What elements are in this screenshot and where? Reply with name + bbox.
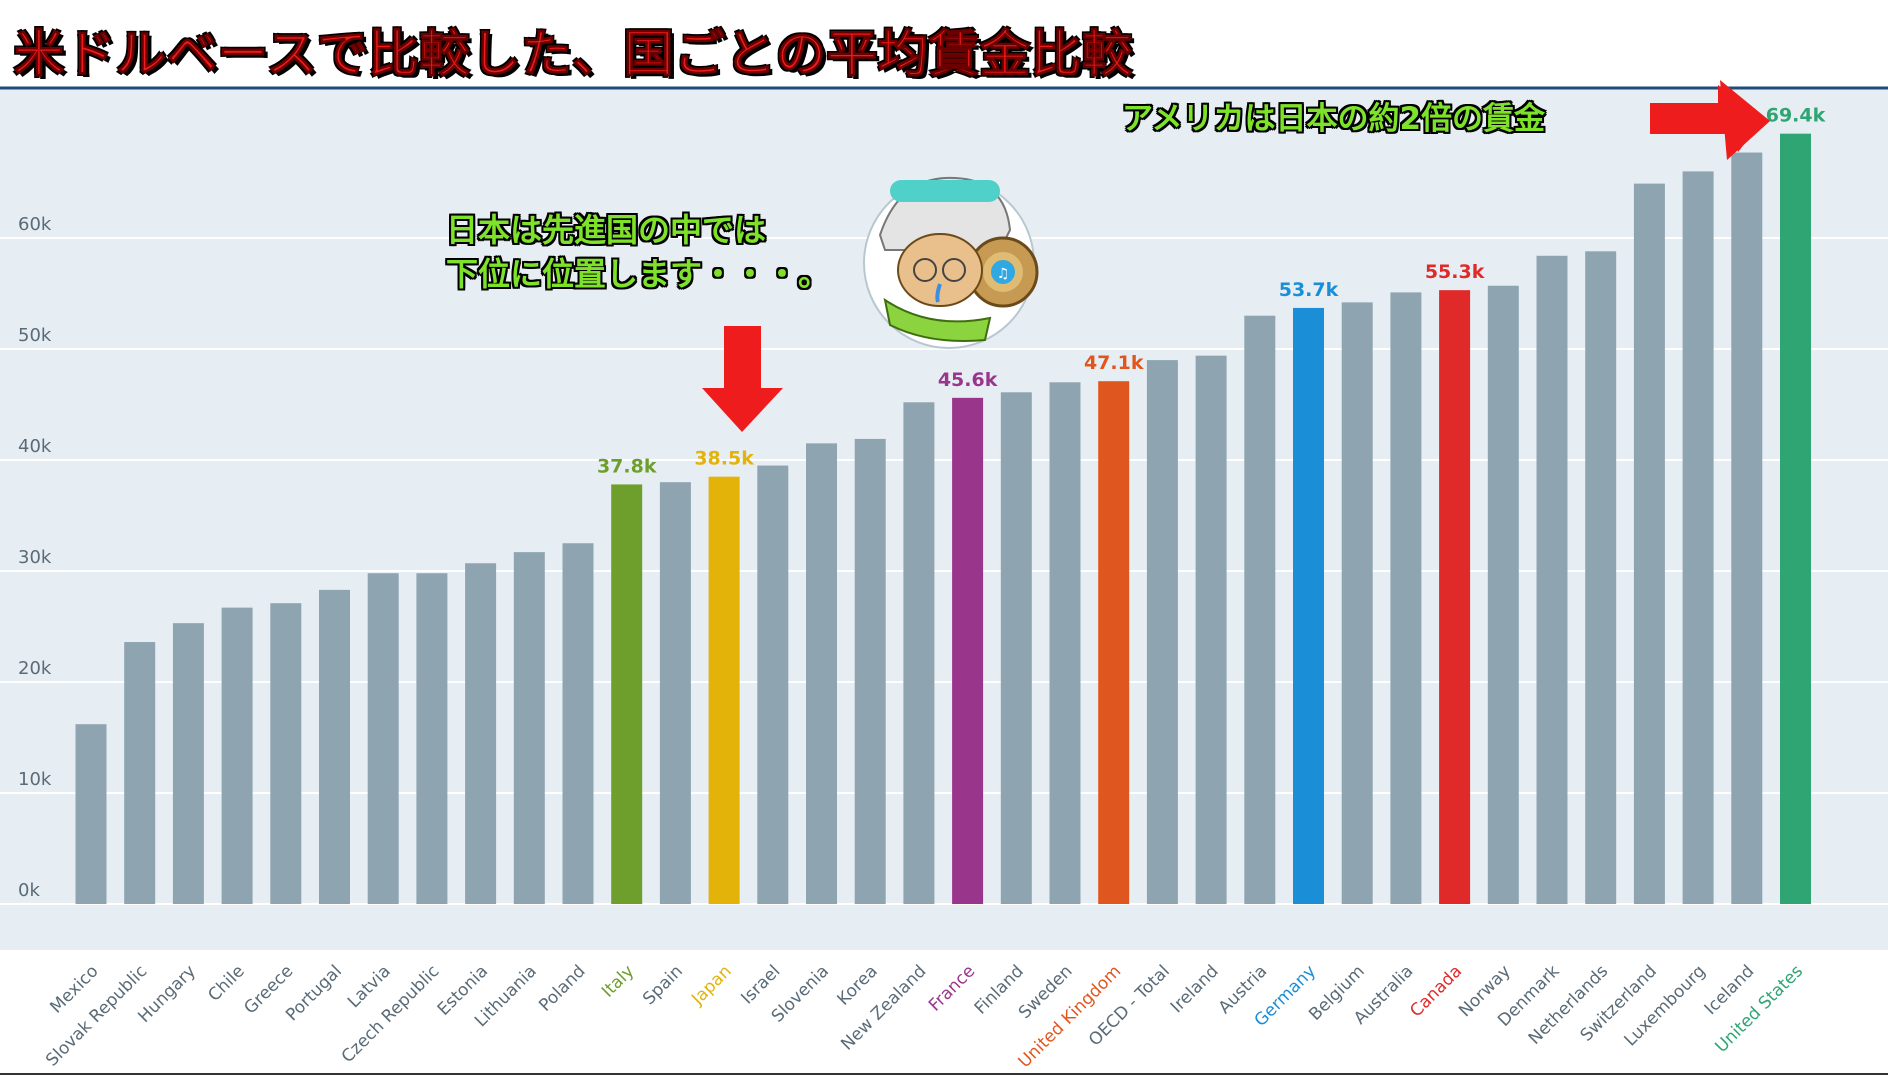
- bar: [1390, 292, 1422, 904]
- value-label: 37.8k: [597, 455, 657, 477]
- x-tick-label: United States: [1711, 961, 1807, 1057]
- bar: [562, 543, 594, 904]
- bar: [75, 724, 107, 904]
- bar: [659, 482, 691, 904]
- bar: [1633, 183, 1665, 905]
- value-labels: 37.8k 38.5k 45.6k 47.1k 53.7k 55.3k 69.4k: [597, 105, 1826, 478]
- bar: [952, 397, 984, 904]
- bar: [1146, 360, 1178, 905]
- bar: [1000, 392, 1032, 904]
- bars: [75, 133, 1811, 905]
- bar: [1536, 255, 1568, 904]
- x-tick-label: New Zealand: [837, 961, 930, 1054]
- x-tick-label: Italy: [598, 961, 638, 1001]
- y-tick-label: 50k: [18, 325, 52, 346]
- bar: [221, 607, 253, 904]
- y-axis-ticks: 0k 10k 20k 30k 40k 50k 60k: [18, 214, 52, 901]
- us-annotation: アメリカは日本の約2倍の賃金: [1122, 101, 1546, 137]
- right-arrow-icon: [1650, 80, 1770, 160]
- bar: [1098, 381, 1130, 904]
- bar: [465, 563, 497, 904]
- bar: [1341, 302, 1373, 904]
- value-label: 69.4k: [1766, 105, 1826, 127]
- bar: [1731, 152, 1763, 904]
- bar: [124, 642, 156, 904]
- bar: [416, 573, 448, 904]
- x-tick-label: France: [925, 961, 979, 1015]
- bar: [708, 476, 740, 904]
- bar: [1195, 355, 1227, 904]
- bar: [1439, 290, 1471, 904]
- y-tick-label: 20k: [18, 658, 52, 679]
- x-tick-label: Ireland: [1167, 961, 1223, 1017]
- bar: [903, 402, 935, 904]
- bar: [1585, 251, 1617, 904]
- svg-text:♫: ♫: [997, 266, 1010, 282]
- bar: [319, 589, 350, 904]
- bar: [270, 603, 302, 904]
- down-arrow-icon: [702, 326, 783, 432]
- mascot-illustration: ♫: [863, 176, 1039, 349]
- x-tick-label: Canada: [1406, 961, 1466, 1021]
- y-tick-label: 40k: [18, 436, 52, 457]
- value-label: 47.1k: [1084, 352, 1144, 374]
- bar: [854, 438, 886, 904]
- bar: [757, 465, 789, 904]
- y-tick-label: 10k: [18, 769, 52, 790]
- bar: [1487, 285, 1519, 905]
- value-label: 55.3k: [1425, 261, 1485, 283]
- x-tick-label: Israel: [737, 961, 784, 1008]
- japan-annotation: 日本は先進国の中では 下位に位置します・・・。: [446, 208, 830, 296]
- value-label: 38.5k: [694, 448, 754, 470]
- bar: [367, 573, 399, 904]
- bar: [513, 552, 545, 904]
- bar: [1244, 315, 1276, 904]
- bar: [1293, 307, 1324, 904]
- y-tick-label: 0k: [18, 880, 40, 901]
- y-tick-label: 30k: [18, 547, 52, 568]
- x-tick-label: Spain: [639, 961, 687, 1009]
- japan-annotation-line1: 日本は先進国の中では: [446, 211, 767, 249]
- x-tick-label: Chile: [204, 961, 248, 1005]
- value-label: 53.7k: [1279, 279, 1339, 301]
- bar: [1780, 133, 1811, 904]
- bar: [611, 484, 643, 904]
- bar: [806, 443, 837, 904]
- y-tick-label: 60k: [18, 214, 52, 235]
- japan-annotation-line2: 下位に位置します・・・。: [446, 255, 831, 293]
- bar: [1682, 171, 1714, 904]
- value-label: 45.6k: [938, 369, 998, 391]
- bar: [1049, 382, 1081, 904]
- x-tick-label: Japan: [687, 961, 735, 1009]
- bar: [172, 623, 204, 904]
- x-tick-label: Poland: [535, 961, 589, 1015]
- gridlines: [0, 237, 1888, 905]
- page-title: 米ドルベースで比較した、国ごとの平均賃金比較: [14, 25, 1133, 84]
